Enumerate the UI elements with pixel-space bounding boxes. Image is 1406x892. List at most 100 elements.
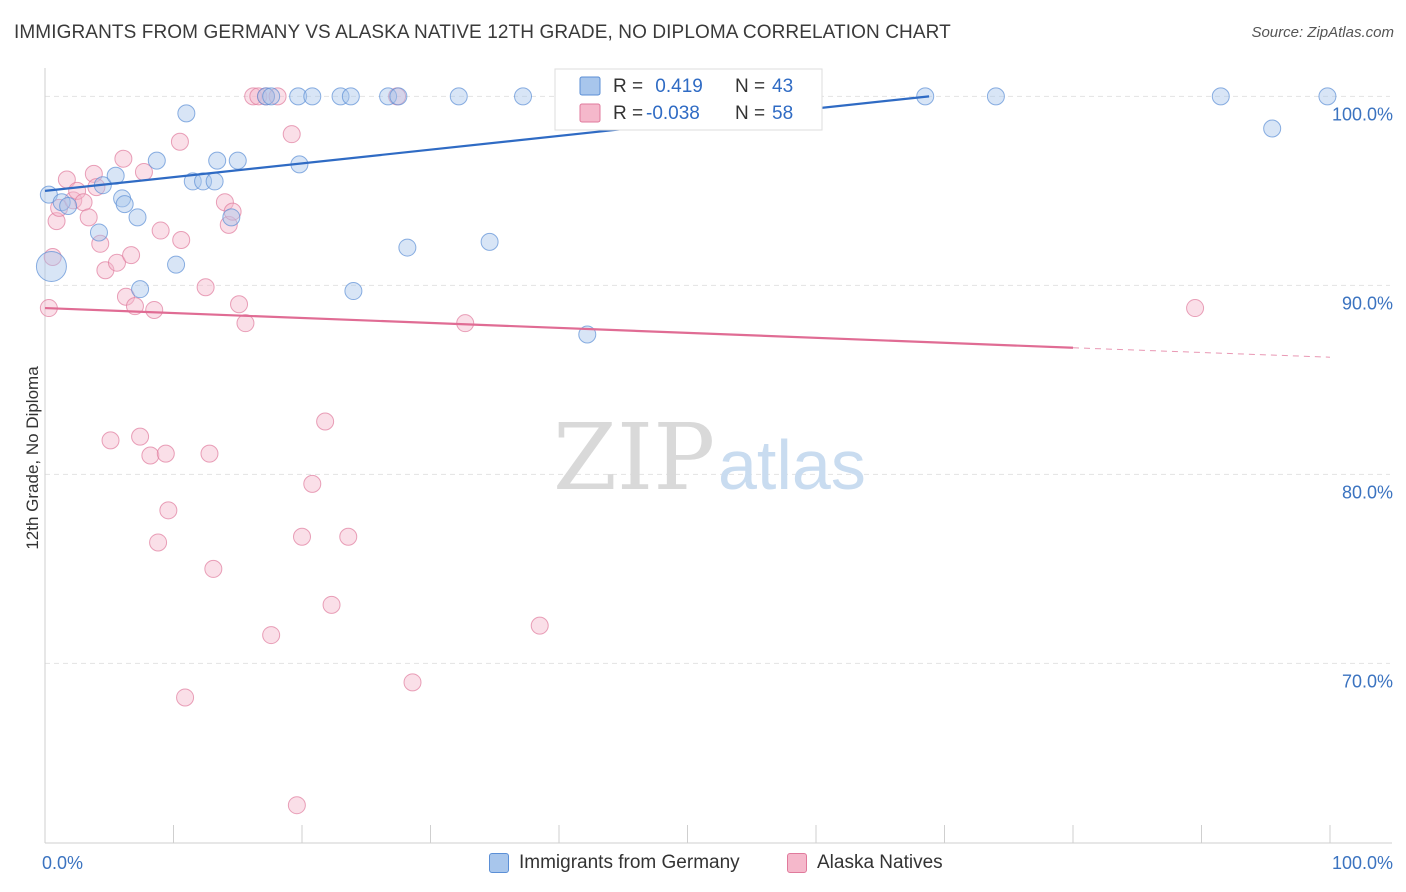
watermark-zip: ZIP (553, 404, 715, 511)
alaska-point (215, 193, 234, 212)
legend-item-germany: Immigrants from Germany (489, 852, 740, 874)
legend-swatch-pink (579, 103, 601, 123)
germany-point (89, 223, 108, 242)
germany-point (177, 104, 196, 123)
trend-line-alaska-extension (1072, 347, 1331, 358)
legend-swatch-blue (579, 76, 601, 96)
alaska-point (244, 87, 263, 106)
alaska-point (236, 314, 255, 333)
alaska-point (114, 149, 133, 168)
legend-r-value-1: 0.419 (650, 76, 703, 97)
germany-point (379, 87, 398, 106)
y-tick-labels: 100.0% 90.0% 80.0% 70.0% (1332, 104, 1393, 691)
alaska-point (230, 295, 249, 314)
alaska-point (151, 221, 170, 240)
legend-swatch-germany (489, 853, 509, 873)
alaska-point (200, 444, 219, 463)
germany-point (331, 87, 350, 106)
series-alaska-natives (39, 87, 1205, 815)
y-tick-label: 100.0% (1332, 104, 1393, 124)
alaska-point (156, 444, 175, 463)
legend-r-label-1: R = (613, 76, 643, 97)
germany-point (257, 87, 276, 106)
germany-point (1318, 87, 1337, 106)
germany-point (480, 232, 499, 251)
germany-point (228, 151, 247, 170)
alaska-point (107, 253, 126, 272)
germany-point (35, 250, 67, 282)
alaska-point (122, 246, 141, 265)
germany-point (398, 238, 417, 257)
alaska-point (172, 231, 191, 250)
alaska-point (204, 559, 223, 578)
alaska-point (287, 796, 306, 815)
x-tick-label-max: 100.0% (1332, 853, 1393, 873)
alaska-point (131, 427, 150, 446)
alaska-point (249, 87, 268, 106)
alaska-point (196, 278, 215, 297)
y-tick-label: 80.0% (1342, 482, 1393, 502)
alaska-point (47, 212, 66, 231)
y-axis-label: 12th Grade, No Diploma (23, 366, 42, 550)
legend-label-alaska: Alaska Natives (817, 852, 943, 873)
alaska-point (170, 132, 189, 151)
alaska-point (322, 595, 341, 614)
germany-point (183, 172, 202, 191)
germany-point (115, 195, 134, 214)
watermark: ZIP atlas (553, 404, 866, 511)
germany-point (59, 196, 78, 215)
alaska-point (282, 125, 301, 144)
legend-n-label-2: N = (735, 103, 765, 124)
germany-point (205, 172, 224, 191)
alaska-point (262, 626, 281, 645)
germany-point (389, 87, 408, 106)
y-tick-label: 90.0% (1342, 293, 1393, 313)
germany-point (986, 87, 1005, 106)
alaska-point (74, 193, 93, 212)
alaska-point (79, 208, 98, 227)
alaska-point (530, 616, 549, 635)
alaska-point (293, 527, 311, 546)
correlation-legend: R = 0.419 N = 43 R = -0.038 N = 58 (554, 68, 823, 131)
alaska-point (403, 673, 422, 692)
alaska-point (145, 300, 164, 319)
legend-label-germany: Immigrants from Germany (519, 852, 740, 873)
legend-n-value-1: 43 (772, 76, 793, 97)
germany-point (167, 255, 186, 274)
alaska-point (176, 688, 195, 707)
trend-lines (44, 95, 1331, 358)
bottom-legend: Immigrants from Germany Alaska Natives (0, 852, 1406, 878)
legend-r-value-2: -0.038 (646, 103, 700, 124)
germany-point (1263, 119, 1282, 138)
alaska-point (101, 431, 120, 450)
legend-n-label-1: N = (735, 76, 765, 97)
legend-item-alaska: Alaska Natives (787, 852, 943, 874)
germany-point (514, 87, 533, 106)
alaska-point (303, 474, 322, 493)
germany-point (449, 87, 468, 106)
alaska-point (159, 501, 178, 520)
trend-line-alaska (44, 306, 1074, 349)
germany-point (208, 151, 227, 170)
alaska-point (149, 533, 168, 552)
germany-point (303, 87, 322, 106)
chart-title: IMMIGRANTS FROM GERMANY VS ALASKA NATIVE… (14, 22, 951, 43)
germany-point (289, 87, 308, 106)
alaska-point (116, 287, 135, 306)
alaska-point (316, 412, 335, 431)
germany-point (222, 208, 241, 227)
y-tick-label: 70.0% (1342, 671, 1393, 691)
grid-lines (45, 95, 1390, 664)
germany-point (578, 325, 597, 344)
legend-r-label-2: R = (613, 103, 643, 124)
alaska-point (223, 202, 242, 221)
alaska-point (1186, 299, 1205, 318)
alaska-point (141, 446, 160, 465)
legend-swatch-alaska (787, 853, 807, 873)
source-label: Source: ZipAtlas.com (1251, 24, 1394, 41)
x-tick-label-min: 0.0% (42, 853, 83, 873)
germany-point (262, 87, 281, 106)
x-tick-labels: 0.0% 100.0% (42, 853, 1393, 873)
germany-point (341, 87, 360, 106)
